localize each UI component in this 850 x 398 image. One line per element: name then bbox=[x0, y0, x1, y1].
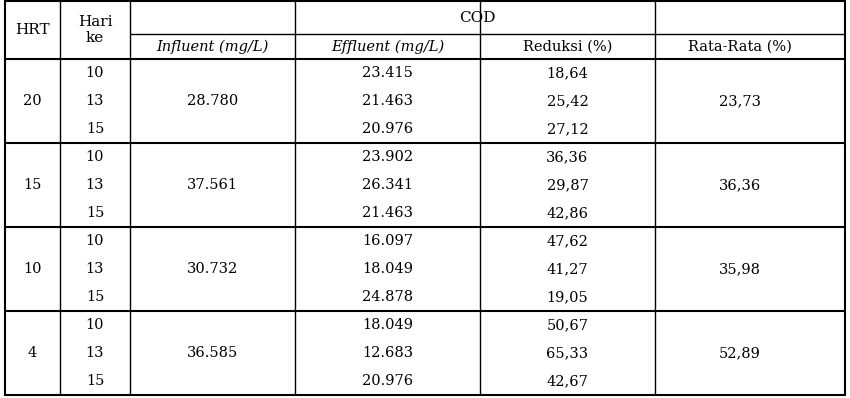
Text: 10: 10 bbox=[86, 66, 105, 80]
Text: 13: 13 bbox=[86, 346, 105, 360]
Text: Reduksi (%): Reduksi (%) bbox=[523, 39, 612, 53]
Text: 42,86: 42,86 bbox=[547, 206, 588, 220]
Text: 16.097: 16.097 bbox=[362, 234, 413, 248]
Text: 20.976: 20.976 bbox=[362, 374, 413, 388]
Text: 36.585: 36.585 bbox=[187, 346, 238, 360]
Text: 52,89: 52,89 bbox=[719, 346, 761, 360]
Text: 37.561: 37.561 bbox=[187, 178, 238, 192]
Text: 50,67: 50,67 bbox=[547, 318, 588, 332]
Text: 18.049: 18.049 bbox=[362, 318, 413, 332]
Text: 13: 13 bbox=[86, 262, 105, 276]
Text: 12.683: 12.683 bbox=[362, 346, 413, 360]
Text: 42,67: 42,67 bbox=[547, 374, 588, 388]
Text: 15: 15 bbox=[86, 374, 105, 388]
Text: HRT: HRT bbox=[15, 23, 50, 37]
Text: 29,87: 29,87 bbox=[547, 178, 588, 192]
Text: 41,27: 41,27 bbox=[547, 262, 588, 276]
Text: 20: 20 bbox=[23, 94, 42, 108]
Text: 10: 10 bbox=[86, 318, 105, 332]
Text: Rata-Rata (%): Rata-Rata (%) bbox=[688, 39, 792, 53]
Text: 18,64: 18,64 bbox=[547, 66, 588, 80]
Text: 19,05: 19,05 bbox=[547, 290, 588, 304]
Text: 65,33: 65,33 bbox=[547, 346, 588, 360]
Text: 13: 13 bbox=[86, 178, 105, 192]
Text: 15: 15 bbox=[86, 122, 105, 136]
Text: 15: 15 bbox=[86, 206, 105, 220]
Text: 36,36: 36,36 bbox=[547, 150, 588, 164]
Text: 15: 15 bbox=[86, 290, 105, 304]
Text: 27,12: 27,12 bbox=[547, 122, 588, 136]
Text: 18.049: 18.049 bbox=[362, 262, 413, 276]
Text: 30.732: 30.732 bbox=[187, 262, 238, 276]
Text: 35,98: 35,98 bbox=[719, 262, 761, 276]
Text: 10: 10 bbox=[23, 262, 42, 276]
Text: 21.463: 21.463 bbox=[362, 206, 413, 220]
Text: Influent (mg/L): Influent (mg/L) bbox=[156, 39, 269, 54]
Text: 21.463: 21.463 bbox=[362, 94, 413, 108]
Text: 10: 10 bbox=[86, 234, 105, 248]
Text: COD: COD bbox=[459, 10, 496, 25]
Text: Effluent (mg/L): Effluent (mg/L) bbox=[331, 39, 444, 54]
Text: 15: 15 bbox=[23, 178, 42, 192]
Text: 13: 13 bbox=[86, 94, 105, 108]
Text: 26.341: 26.341 bbox=[362, 178, 413, 192]
Text: 23,73: 23,73 bbox=[719, 94, 761, 108]
Text: 4: 4 bbox=[28, 346, 37, 360]
Text: 23.902: 23.902 bbox=[362, 150, 413, 164]
Text: 23.415: 23.415 bbox=[362, 66, 413, 80]
Text: Hari
ke: Hari ke bbox=[77, 15, 112, 45]
Text: 24.878: 24.878 bbox=[362, 290, 413, 304]
Text: 20.976: 20.976 bbox=[362, 122, 413, 136]
Text: 47,62: 47,62 bbox=[547, 234, 588, 248]
Text: 25,42: 25,42 bbox=[547, 94, 588, 108]
Text: 10: 10 bbox=[86, 150, 105, 164]
Text: 36,36: 36,36 bbox=[719, 178, 761, 192]
Text: 28.780: 28.780 bbox=[187, 94, 238, 108]
